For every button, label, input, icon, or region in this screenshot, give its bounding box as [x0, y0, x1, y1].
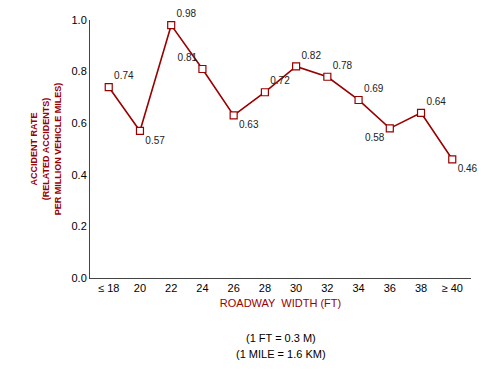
svg-text:34: 34 — [352, 282, 364, 294]
svg-text:0.69: 0.69 — [364, 83, 384, 94]
svg-text:30: 30 — [290, 282, 302, 294]
svg-text:1.0: 1.0 — [72, 14, 87, 26]
svg-text:0.81: 0.81 — [178, 52, 198, 63]
svg-text:32: 32 — [321, 282, 333, 294]
svg-text:ROADWAY WIDTH (FT): ROADWAY WIDTH (FT) — [220, 297, 341, 309]
svg-text:0.78: 0.78 — [333, 60, 353, 71]
svg-text:22: 22 — [165, 282, 177, 294]
svg-text:0.4: 0.4 — [72, 169, 87, 181]
svg-text:28: 28 — [259, 282, 271, 294]
svg-text:≤ 18: ≤ 18 — [98, 282, 119, 294]
svg-text:0.98: 0.98 — [177, 8, 197, 19]
svg-text:0.72: 0.72 — [270, 75, 290, 86]
svg-text:0.58: 0.58 — [365, 132, 385, 143]
svg-text:38: 38 — [415, 282, 427, 294]
svg-text:24: 24 — [196, 282, 208, 294]
svg-text:ACCIDENT RATE(RELATED ACCIDENT: ACCIDENT RATE(RELATED ACCIDENTS)PER MILL… — [29, 83, 62, 216]
svg-text:0.74: 0.74 — [114, 70, 134, 81]
svg-text:≥ 40: ≥ 40 — [442, 282, 463, 294]
svg-text:0.2: 0.2 — [72, 220, 87, 232]
svg-text:(1 MILE = 1.6 KM): (1 MILE = 1.6 KM) — [236, 348, 326, 360]
svg-text:0.63: 0.63 — [239, 119, 259, 130]
svg-text:0.0: 0.0 — [72, 272, 87, 284]
svg-text:0.57: 0.57 — [145, 135, 165, 146]
svg-text:0.46: 0.46 — [458, 163, 478, 174]
svg-text:26: 26 — [228, 282, 240, 294]
svg-text:0.82: 0.82 — [301, 50, 321, 61]
svg-text:(1 FT = 0.3 M): (1 FT = 0.3 M) — [246, 332, 316, 344]
svg-text:36: 36 — [384, 282, 396, 294]
svg-text:0.8: 0.8 — [72, 65, 87, 77]
svg-text:0.64: 0.64 — [426, 96, 446, 107]
svg-text:0.6: 0.6 — [72, 117, 87, 129]
svg-text:20: 20 — [134, 282, 146, 294]
